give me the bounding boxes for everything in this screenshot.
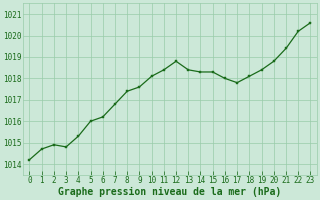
X-axis label: Graphe pression niveau de la mer (hPa): Graphe pression niveau de la mer (hPa) — [58, 186, 282, 197]
